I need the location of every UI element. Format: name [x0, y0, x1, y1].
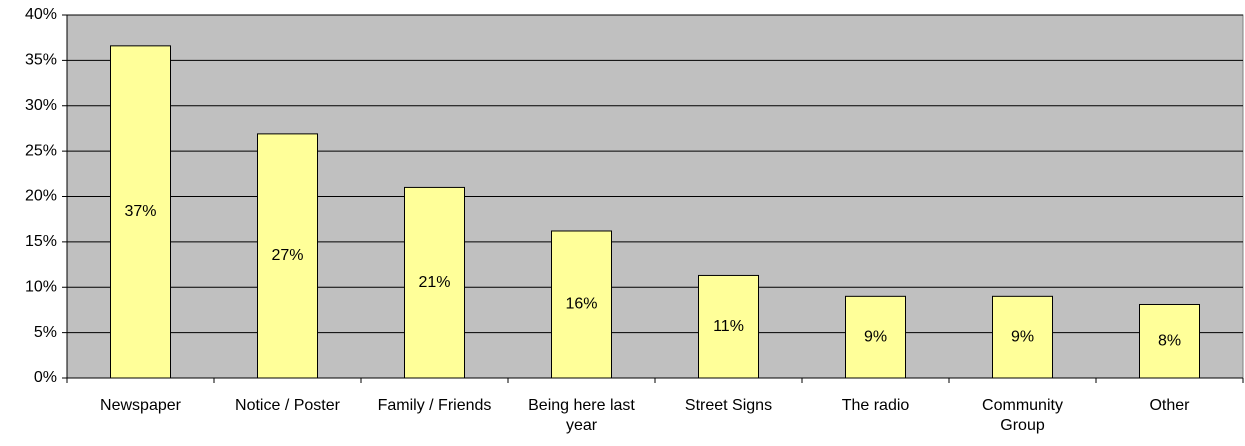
- y-tick-label: 10%: [25, 278, 57, 295]
- value-label: 37%: [124, 203, 156, 220]
- value-label: 27%: [271, 247, 303, 264]
- y-tick-label: 0%: [34, 369, 57, 386]
- value-label: 21%: [418, 274, 450, 291]
- y-tick-label: 40%: [25, 6, 57, 23]
- value-label: 11%: [713, 318, 744, 335]
- bar: [1139, 303, 1200, 379]
- y-tick-label: 35%: [25, 52, 57, 69]
- value-label: 9%: [864, 328, 887, 345]
- value-label: 16%: [565, 296, 597, 313]
- x-tick-label: Family / Friends: [377, 397, 492, 414]
- bar: [992, 295, 1053, 379]
- y-tick-label: 15%: [25, 233, 57, 250]
- value-label: 9%: [1011, 328, 1034, 345]
- y-tick-label: 20%: [25, 188, 57, 205]
- x-tick-label: Newspaper: [100, 397, 181, 414]
- value-label: 8%: [1158, 332, 1181, 349]
- y-tick-label: 30%: [25, 97, 57, 114]
- x-tick-label: The radio: [841, 397, 910, 414]
- x-tick-label: Notice / Poster: [235, 397, 340, 414]
- bar: [110, 45, 171, 379]
- bar: [551, 230, 612, 379]
- y-tick-label: 5%: [34, 324, 57, 341]
- y-tick-label: 25%: [25, 142, 57, 159]
- bar: [698, 274, 759, 379]
- bar: [404, 186, 465, 379]
- x-tick-label: Community Group: [982, 397, 1063, 434]
- x-tick-label: Street Signs: [684, 397, 773, 414]
- x-tick-label: Other: [1149, 397, 1190, 414]
- x-tick-label: Being here last year: [528, 397, 635, 434]
- bar: [257, 133, 318, 379]
- bar: [845, 295, 906, 379]
